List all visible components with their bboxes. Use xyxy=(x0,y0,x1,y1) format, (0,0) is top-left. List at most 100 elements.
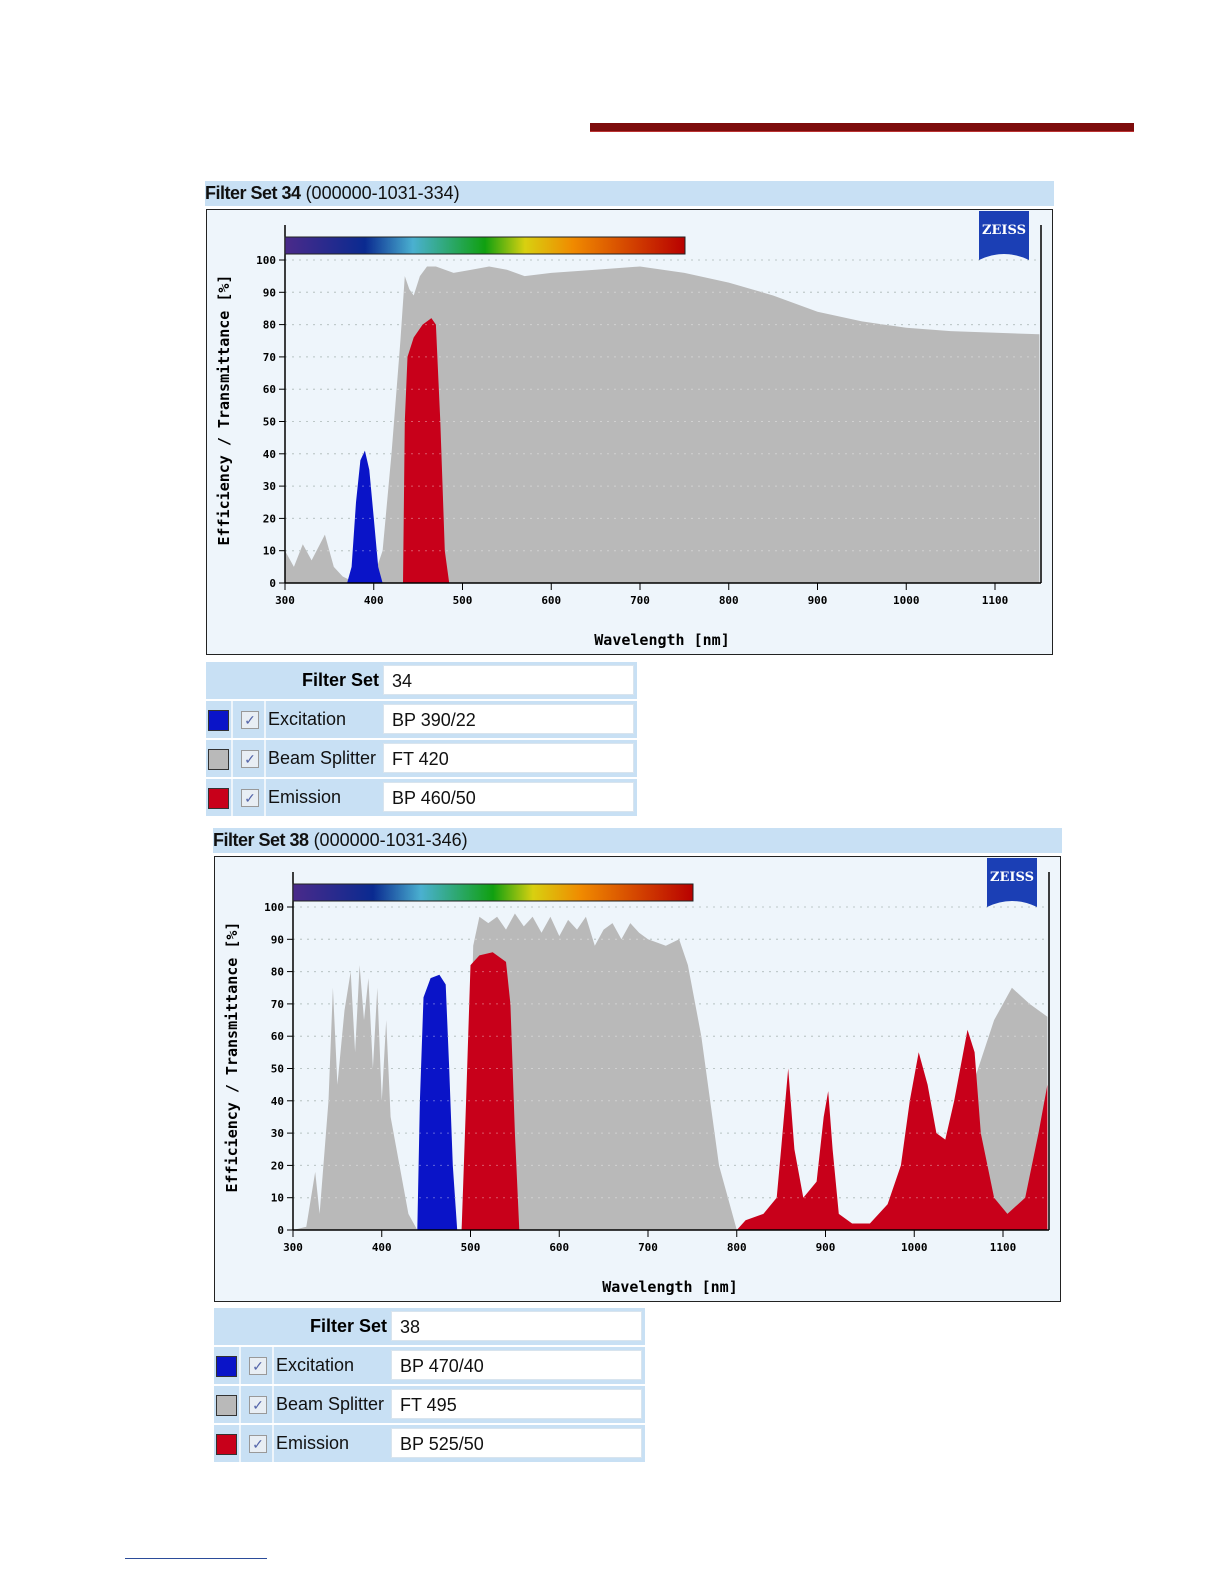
color-swatch xyxy=(216,1356,237,1377)
filter-row-beam-splitter: ✓ Beam Splitter FT 420 xyxy=(206,740,637,777)
y-tick-label: 40 xyxy=(271,1095,284,1108)
series-emission xyxy=(461,952,1048,1230)
y-tick-label: 100 xyxy=(264,901,284,914)
filter-label: Beam Splitter xyxy=(276,1394,385,1414)
series-excitation xyxy=(417,974,458,1230)
series-beam-splitter xyxy=(285,266,1040,583)
filter-label: Excitation xyxy=(268,709,347,729)
x-tick-label: 1000 xyxy=(901,1241,928,1254)
x-tick-label: 500 xyxy=(461,1241,481,1254)
series-emission xyxy=(403,318,450,583)
spectrum-chart-38: 0 10 20 30 40 50 60 70 80 90 100 300 400 500 600 700 800… xyxy=(214,856,1061,1302)
y-tick-label: 70 xyxy=(271,998,284,1011)
filter-set-row: Filter Set 38 xyxy=(214,1308,645,1345)
filter-row-excitation: ✓ Excitation BP 390/22 xyxy=(206,701,637,738)
filter-row-emission: ✓ Emission BP 460/50 xyxy=(206,779,637,816)
x-axis-label: Wavelength [nm] xyxy=(602,1278,737,1296)
visibility-checkbox[interactable]: ✓ xyxy=(249,1357,267,1375)
visibility-checkbox[interactable]: ✓ xyxy=(249,1435,267,1453)
x-tick-label: 900 xyxy=(816,1241,836,1254)
y-tick-label: 90 xyxy=(263,286,276,299)
filter-set-field[interactable]: 34 xyxy=(383,665,634,695)
y-tick-label: 60 xyxy=(263,383,276,396)
filter-set-row: Filter Set 34 xyxy=(206,662,637,699)
x-tick-label: 400 xyxy=(364,594,384,607)
filter-value-field[interactable]: BP 470/40 xyxy=(391,1350,642,1380)
filter-label: Emission xyxy=(276,1433,350,1453)
footnote-rule xyxy=(125,1558,267,1559)
chart-svg: 0 10 20 30 40 50 60 70 80 90 100 300 400 500 600 700 800… xyxy=(223,858,1050,1296)
color-swatch xyxy=(216,1395,237,1416)
filter-value-field[interactable]: FT 420 xyxy=(383,743,634,773)
filter-set-label: Filter Set xyxy=(301,670,379,690)
y-tick-label: 10 xyxy=(263,545,276,558)
x-tick-label: 400 xyxy=(372,1241,392,1254)
series-excitation xyxy=(347,450,383,583)
y-tick-label: 30 xyxy=(263,480,276,493)
wavelength-color-bar xyxy=(284,236,686,255)
header-title: Filter Set 38 xyxy=(213,830,309,850)
zeiss-logo-text: ZEISS xyxy=(990,870,1034,885)
filter-label: Emission xyxy=(268,787,342,807)
x-tick-label: 600 xyxy=(549,1241,569,1254)
y-axis-label: Efficiency / Transmittance [%] xyxy=(223,922,241,1193)
y-tick-label: 60 xyxy=(271,1030,284,1043)
visibility-checkbox[interactable]: ✓ xyxy=(241,789,259,807)
divider xyxy=(264,740,266,777)
divider xyxy=(231,779,233,816)
visibility-checkbox[interactable]: ✓ xyxy=(241,750,259,768)
divider xyxy=(264,779,266,816)
y-tick-label: 80 xyxy=(271,966,284,979)
filter-value-field[interactable]: BP 390/22 xyxy=(383,704,634,734)
x-tick-label: 1100 xyxy=(982,594,1009,607)
x-tick-label: 600 xyxy=(541,594,561,607)
color-swatch xyxy=(208,788,229,809)
filter-row-excitation: ✓ Excitation BP 470/40 xyxy=(214,1347,645,1384)
divider xyxy=(272,1347,274,1384)
chart-svg: 0 10 20 30 40 50 60 70 80 90 100 300 400 500 600 700 800… xyxy=(215,211,1042,649)
y-tick-label: 90 xyxy=(271,933,284,946)
wavelength-color-bar xyxy=(292,883,694,902)
y-tick-label: 100 xyxy=(256,254,276,267)
filter-value-field[interactable]: FT 495 xyxy=(391,1389,642,1419)
x-tick-label: 1100 xyxy=(990,1241,1017,1254)
filter-set-label: Filter Set xyxy=(309,1316,387,1336)
filter-set-34-header: Filter Set 34 (000000-1031-334) xyxy=(205,181,1054,206)
filter-set-field[interactable]: 38 xyxy=(391,1311,642,1341)
visibility-checkbox[interactable]: ✓ xyxy=(249,1396,267,1414)
y-tick-label: 70 xyxy=(263,351,276,364)
x-tick-label: 900 xyxy=(808,594,828,607)
x-tick-label: 1000 xyxy=(893,594,920,607)
zeiss-logo xyxy=(979,211,1029,260)
header-code: (000000-1031-346) xyxy=(313,830,468,850)
y-tick-label: 0 xyxy=(269,577,276,590)
filter-value-field[interactable]: BP 460/50 xyxy=(383,782,634,812)
visibility-checkbox[interactable]: ✓ xyxy=(241,711,259,729)
x-axis-label: Wavelength [nm] xyxy=(594,631,729,649)
zeiss-logo xyxy=(987,858,1037,907)
divider xyxy=(239,1347,241,1384)
filter-set-38-header: Filter Set 38 (000000-1031-346) xyxy=(213,828,1062,853)
x-tick-label: 300 xyxy=(283,1241,303,1254)
y-tick-label: 50 xyxy=(271,1063,284,1076)
y-tick-label: 80 xyxy=(263,319,276,332)
filter-value-field[interactable]: BP 525/50 xyxy=(391,1428,642,1458)
y-tick-label: 50 xyxy=(263,416,276,429)
divider xyxy=(239,1425,241,1462)
y-tick-label: 0 xyxy=(277,1224,284,1237)
divider xyxy=(264,701,266,738)
color-swatch xyxy=(208,710,229,731)
spectrum-chart-34: 0 10 20 30 40 50 60 70 80 90 100 300 400 500 600 700 800… xyxy=(206,209,1053,655)
filter-label: Excitation xyxy=(276,1355,355,1375)
y-tick-label: 30 xyxy=(271,1127,284,1140)
color-swatch xyxy=(208,749,229,770)
filter-label: Beam Splitter xyxy=(268,748,377,768)
divider xyxy=(272,1425,274,1462)
filter-row-emission: ✓ Emission BP 525/50 xyxy=(214,1425,645,1462)
x-tick-label: 700 xyxy=(638,1241,658,1254)
x-tick-label: 500 xyxy=(453,594,473,607)
x-tick-label: 300 xyxy=(275,594,295,607)
header-code: (000000-1031-334) xyxy=(305,183,460,203)
header-rule xyxy=(590,123,1134,132)
